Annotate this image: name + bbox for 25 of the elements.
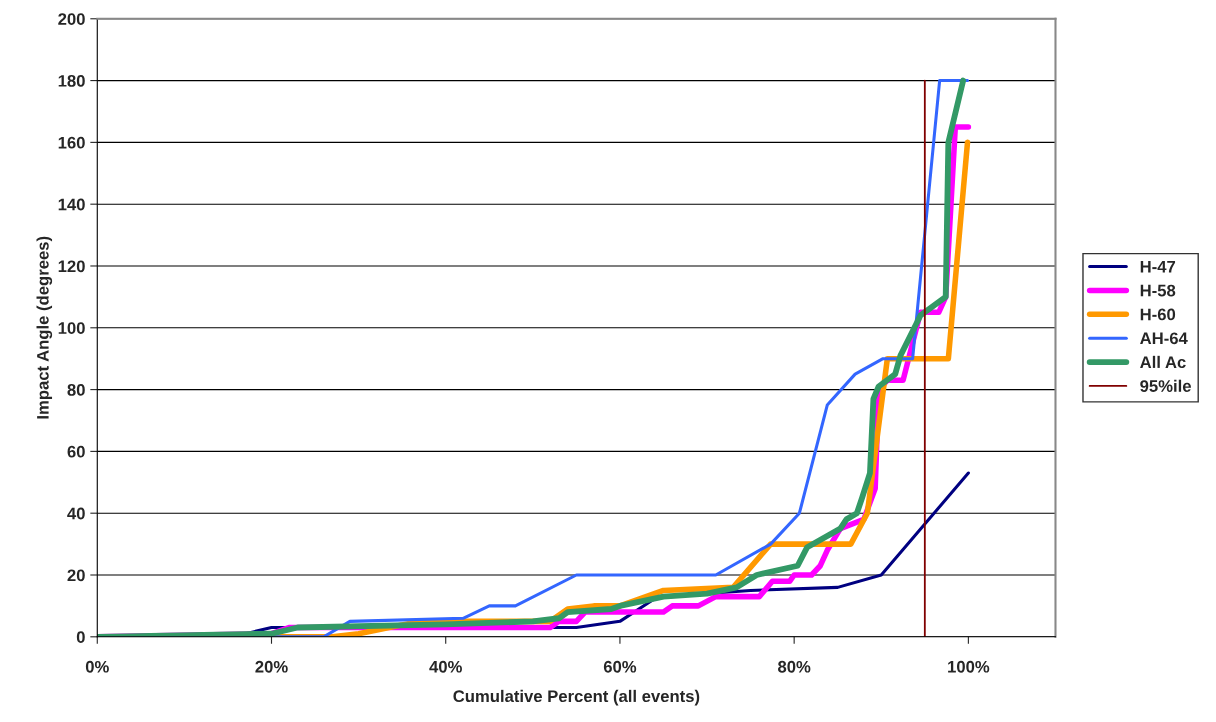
y-tick-label: 160 <box>58 136 85 149</box>
legend-label: H-60 <box>1140 308 1176 321</box>
x-tick-label: 60% <box>603 660 637 673</box>
y-tick-label: 60 <box>67 445 85 458</box>
y-tick-label: 80 <box>67 383 85 396</box>
y-tick-label: 0 <box>76 631 85 644</box>
y-tick-label: 140 <box>58 198 85 211</box>
x-tick-label: 0% <box>85 660 109 673</box>
legend-label: 95%ile <box>1140 379 1191 392</box>
x-tick-label: 20% <box>255 660 288 673</box>
y-tick-label: 100 <box>58 322 85 334</box>
legend-label: H-58 <box>1140 284 1176 297</box>
y-tick-label: 20 <box>67 569 85 582</box>
y-tick-label: 200 <box>58 13 85 25</box>
legend-label: All Ac <box>1140 355 1186 369</box>
y-tick-label: 40 <box>67 507 85 520</box>
y-tick-label: 120 <box>58 260 85 273</box>
legend-label: H-47 <box>1140 260 1176 273</box>
legend-label: AH-64 <box>1140 332 1188 345</box>
x-tick-label: 100% <box>948 660 990 673</box>
y-axis-title: Impact Angle (degrees) <box>36 236 53 419</box>
x-tick-label: 80% <box>778 660 811 673</box>
y-tick-label: 180 <box>58 74 85 87</box>
x-tick-label: 40% <box>429 660 462 673</box>
x-axis-title: Cumulative Percent (all events) <box>453 689 700 706</box>
